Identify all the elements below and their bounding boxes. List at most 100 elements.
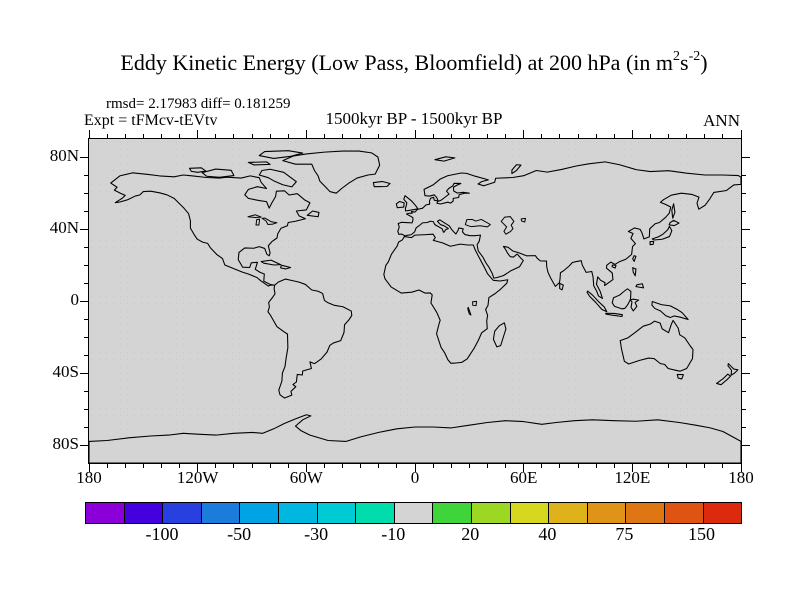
lon-tick-bottom xyxy=(251,464,253,468)
lon-tick-top xyxy=(342,134,344,138)
lat-tick-right xyxy=(742,372,750,374)
lon-tick-top xyxy=(396,134,398,138)
colorbar-segment xyxy=(317,503,357,523)
lat-tick-right xyxy=(742,318,746,320)
colorbar-tick-label: -100 xyxy=(145,524,179,544)
lon-tick-bottom xyxy=(342,464,344,468)
lon-tick-top xyxy=(613,134,615,138)
lon-tick-top xyxy=(450,134,452,138)
lon-axis-label: 180 xyxy=(76,468,102,487)
lat-tick-left xyxy=(80,300,88,302)
lon-tick-bottom xyxy=(722,464,724,468)
lat-tick-left xyxy=(84,354,88,356)
colorbar-segment xyxy=(433,503,472,523)
lat-tick-left xyxy=(84,192,88,194)
lon-tick-top xyxy=(179,134,181,138)
lon-tick-top xyxy=(486,134,488,138)
lon-tick-bottom xyxy=(378,464,380,468)
lon-tick-bottom xyxy=(631,464,633,472)
lat-tick-left xyxy=(84,390,88,392)
lon-tick-bottom xyxy=(215,464,217,468)
lat-tick-right xyxy=(742,174,746,176)
lon-tick-bottom xyxy=(124,464,126,468)
lat-tick-left xyxy=(84,318,88,320)
lon-tick-bottom xyxy=(142,464,144,468)
lon-tick-top xyxy=(323,134,325,138)
lon-tick-top xyxy=(142,134,144,138)
lon-tick-top xyxy=(88,130,90,138)
lat-axis-label: 40S xyxy=(52,362,79,381)
lat-tick-left xyxy=(84,210,88,212)
lat-tick-right xyxy=(742,390,746,392)
lon-axis-label: 60E xyxy=(509,468,538,487)
lon-axis-label: 180 xyxy=(728,468,754,487)
lon-tick-top xyxy=(577,134,579,138)
lat-axis-label: 0 xyxy=(70,290,80,309)
colorbar-segment xyxy=(394,503,434,523)
world-coastlines xyxy=(89,150,741,463)
colorbar-tick-label: -10 xyxy=(381,524,406,544)
lon-tick-bottom xyxy=(287,464,289,468)
lon-tick-top xyxy=(722,134,724,138)
colorbar-segment xyxy=(626,503,665,523)
lon-tick-bottom xyxy=(486,464,488,468)
title-superscript: -2 xyxy=(688,48,701,64)
colorbar-segment xyxy=(278,503,318,523)
lon-tick-bottom xyxy=(233,464,235,468)
lon-tick-bottom xyxy=(523,464,525,472)
lon-tick-bottom xyxy=(595,464,597,468)
colorbar-segment xyxy=(124,503,164,523)
lon-axis-label: 120W xyxy=(176,468,219,487)
rmsd-diff-stats: rmsd= 2.17983 diff= 0.181259 xyxy=(106,96,291,112)
lon-tick-top xyxy=(432,134,434,138)
lon-tick-top xyxy=(704,134,706,138)
lon-tick-bottom xyxy=(505,464,507,468)
lon-tick-bottom xyxy=(740,464,742,472)
lat-tick-right xyxy=(742,426,746,428)
lat-tick-right xyxy=(742,354,746,356)
lon-tick-bottom xyxy=(686,464,688,468)
lon-tick-bottom xyxy=(577,464,579,468)
lon-tick-bottom xyxy=(668,464,670,468)
lat-tick-right xyxy=(742,408,746,410)
lat-axis-label: 80S xyxy=(52,434,79,453)
lon-tick-top xyxy=(686,134,688,138)
lat-tick-right xyxy=(742,246,746,248)
lon-tick-bottom xyxy=(613,464,615,468)
lon-tick-top xyxy=(631,130,633,138)
lon-tick-top xyxy=(468,134,470,138)
lat-tick-left xyxy=(80,228,88,230)
lon-tick-top xyxy=(523,130,525,138)
colorbar-tick-label: -30 xyxy=(304,524,329,544)
lon-tick-bottom xyxy=(323,464,325,468)
lat-tick-left xyxy=(80,444,88,446)
lon-tick-top xyxy=(505,134,507,138)
lat-tick-left xyxy=(84,408,88,410)
lon-tick-bottom xyxy=(704,464,706,468)
season-label: ANN xyxy=(703,111,740,130)
colorbar-segment xyxy=(664,503,704,523)
lon-tick-top xyxy=(305,130,307,138)
lon-tick-bottom xyxy=(541,464,543,468)
lon-tick-bottom xyxy=(360,464,362,468)
colorbar-tick-label: -50 xyxy=(227,524,252,544)
lon-tick-bottom xyxy=(179,464,181,468)
lat-tick-left xyxy=(80,156,88,158)
lon-tick-top xyxy=(124,134,126,138)
lon-tick-bottom xyxy=(106,464,108,468)
lon-tick-top xyxy=(541,134,543,138)
colorbar-labels: -100 -50 -30 -10 20 40 75 150 xyxy=(85,524,740,548)
lat-tick-left xyxy=(84,246,88,248)
lon-tick-bottom xyxy=(269,464,271,468)
lon-tick-top xyxy=(559,134,561,138)
lon-tick-bottom xyxy=(559,464,561,468)
lat-tick-right xyxy=(742,336,746,338)
colorbar-segment xyxy=(201,503,241,523)
lon-axis-label: 60W xyxy=(289,468,323,487)
lat-axis-label: 40N xyxy=(49,218,79,237)
lat-tick-left xyxy=(80,372,88,374)
lon-tick-bottom xyxy=(450,464,452,468)
lon-tick-bottom xyxy=(414,464,416,472)
lon-tick-top xyxy=(740,130,742,138)
lon-tick-bottom xyxy=(88,464,90,472)
